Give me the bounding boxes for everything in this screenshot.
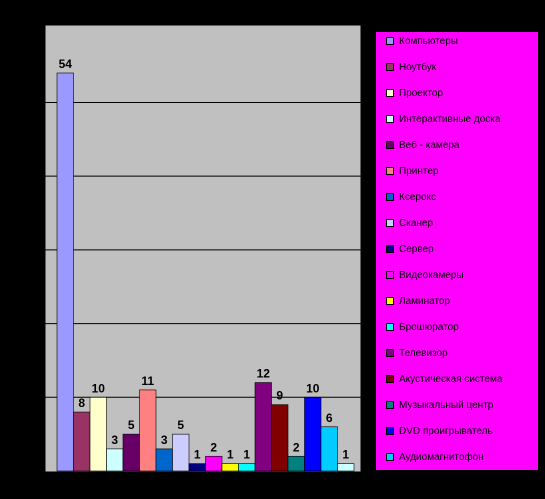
bar: [89, 396, 107, 472]
bar: [287, 455, 305, 472]
data-label: 5: [128, 418, 135, 432]
legend-item: Телевизор: [386, 346, 448, 360]
legend-swatch: [386, 375, 394, 383]
bar: [155, 448, 173, 472]
legend-label: Аудиомагнитофон: [399, 451, 484, 463]
legend-label: Принтер: [399, 165, 439, 177]
bar: [73, 411, 91, 472]
legend-item: Сканер: [386, 216, 433, 230]
data-label: 6: [326, 411, 333, 425]
bar: [320, 426, 338, 472]
legend-item: DVD проигрыватель: [386, 424, 493, 438]
legend-swatch: [386, 141, 394, 149]
legend-item: Веб - камера: [386, 138, 459, 152]
legend-label: Музыкальный центр: [399, 399, 494, 411]
data-label: 10: [92, 381, 106, 395]
bar: [254, 382, 272, 472]
legend-item: Ноутбук: [386, 60, 436, 74]
data-label: 2: [293, 440, 300, 454]
bar: [139, 389, 157, 472]
legend-item: Аудиомагнитофон: [386, 450, 484, 464]
bar: [122, 433, 140, 472]
legend-swatch: [386, 297, 394, 305]
legend-label: Сканер: [399, 217, 434, 229]
bar: [304, 396, 322, 472]
legend-swatch: [386, 453, 394, 461]
legend-item: Ламинатор: [386, 294, 450, 308]
data-label: 12: [257, 367, 271, 381]
legend-item: Музыкальный центр: [386, 398, 493, 412]
legend-label: Веб - камера: [399, 139, 460, 151]
legend-label: Ксерокс: [399, 191, 436, 203]
data-label: 5: [177, 418, 184, 432]
bar: [337, 463, 355, 472]
data-label: 54: [59, 57, 73, 71]
legend-item: Видеокамеры: [386, 268, 464, 282]
legend-swatch: [386, 271, 394, 279]
data-label: 3: [161, 433, 168, 447]
bar: [271, 404, 289, 472]
legend-swatch: [386, 349, 394, 357]
bar: [205, 455, 223, 472]
data-label: 1: [243, 448, 250, 462]
legend-label: Ноутбук: [399, 61, 437, 73]
legend-item: Компьютеры: [386, 34, 458, 48]
legend-swatch: [386, 63, 394, 71]
legend-swatch: [386, 115, 394, 123]
bar: [56, 72, 74, 472]
legend-item: Принтер: [386, 164, 438, 178]
legend-swatch: [386, 193, 394, 201]
bar: [172, 433, 190, 472]
bars-group: [56, 72, 355, 472]
legend-label: Интерактивные доска: [399, 113, 501, 125]
data-label: 3: [111, 433, 118, 447]
legend-swatch: [386, 401, 394, 409]
data-label: 10: [306, 381, 320, 395]
legend-item: Проектор: [386, 86, 443, 100]
data-label: 11: [141, 374, 154, 388]
legend-label: DVD проигрыватель: [399, 425, 493, 437]
legend-label: Телевизор: [399, 347, 448, 359]
legend-item: Сервер: [386, 242, 434, 256]
legend-swatch: [386, 245, 394, 253]
legend-label: Видеокамеры: [399, 269, 464, 281]
legend-label: Проектор: [399, 87, 443, 99]
legend-swatch: [386, 427, 394, 435]
legend-label: Акустическая система: [399, 373, 503, 385]
legend: Компьютеры Ноутбук Проектор Интерактивные д…: [375, 31, 539, 471]
legend-item: Интерактивные доска: [386, 112, 500, 126]
legend-label: Ламинатор: [399, 295, 451, 307]
legend-swatch: [386, 167, 394, 175]
legend-item: Ксерокс: [386, 190, 436, 204]
data-label: 9: [276, 389, 283, 403]
legend-swatch: [386, 219, 394, 227]
data-label: 2: [210, 440, 217, 454]
bar: [238, 463, 256, 472]
data-label: 8: [78, 396, 85, 410]
legend-item: Акустическая система: [386, 372, 502, 386]
legend-item: Брошюратор: [386, 320, 459, 334]
legend-swatch: [386, 37, 394, 45]
legend-label: Брошюратор: [399, 321, 459, 333]
data-label: 1: [227, 448, 234, 462]
legend-swatch: [386, 323, 394, 331]
bar: [106, 448, 124, 472]
legend-swatch: [386, 89, 394, 97]
bar: [188, 463, 206, 472]
data-label: 1: [194, 448, 201, 462]
legend-label: Компьютеры: [399, 35, 458, 47]
data-label: 1: [342, 448, 349, 462]
legend-label: Сервер: [399, 243, 434, 255]
bar: [221, 463, 239, 472]
